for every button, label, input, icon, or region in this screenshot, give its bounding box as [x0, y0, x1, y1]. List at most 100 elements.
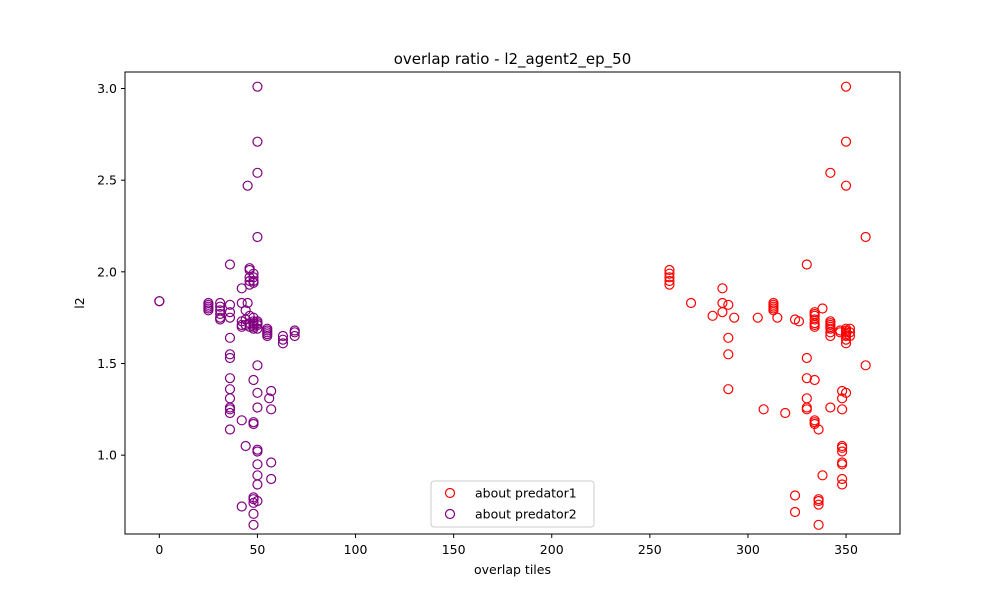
data-point: [224, 349, 236, 360]
data-point: [817, 470, 828, 481]
data-point: [266, 385, 277, 397]
data-point: [707, 310, 718, 321]
data-point: [224, 352, 236, 364]
data-point: [266, 457, 277, 468]
data-point: [723, 349, 734, 360]
data-point: [664, 272, 675, 283]
y-tick-label: 3.0: [97, 81, 117, 96]
data-point: [717, 307, 728, 318]
data-point: [840, 136, 852, 147]
x-axis: 0 50 100 150 200 250 300 350: [155, 534, 858, 557]
data-point: [252, 360, 263, 371]
x-tick-label: 250: [638, 542, 662, 557]
data-point: [289, 327, 300, 338]
data-point: [809, 321, 820, 332]
data-point: [248, 374, 259, 386]
plot-points: [154, 81, 871, 530]
series-2: [154, 81, 300, 530]
data-point: [252, 167, 263, 178]
data-point: [242, 180, 253, 191]
data-point: [203, 305, 214, 316]
data-point: [215, 301, 226, 312]
data-point: [801, 373, 812, 384]
data-point: [772, 312, 783, 323]
x-axis-title: overlap tiles: [474, 562, 551, 577]
legend-label-predator1: about predator1: [475, 486, 577, 501]
data-point: [252, 402, 263, 413]
series-1: [664, 81, 871, 530]
data-point: [780, 407, 791, 419]
data-point: [224, 259, 236, 270]
data-point: [809, 374, 820, 386]
data-point: [817, 303, 828, 314]
data-point: [215, 308, 226, 320]
y-tick-label: 2.5: [97, 173, 117, 188]
data-point: [224, 332, 236, 343]
data-point: [825, 327, 836, 338]
legend: about predator1 about predator2: [430, 480, 595, 528]
data-point: [840, 180, 852, 191]
data-point: [248, 418, 259, 430]
data-point: [789, 506, 801, 518]
x-tick-label: 100: [344, 542, 368, 557]
data-point: [215, 297, 226, 309]
data-point: [801, 404, 812, 415]
data-point: [758, 404, 769, 415]
data-point: [277, 338, 289, 349]
data-point: [793, 316, 805, 327]
data-point: [236, 415, 247, 426]
data-point: [224, 424, 236, 435]
y-tick-label: 1.5: [97, 356, 117, 371]
data-point: [264, 393, 275, 404]
x-tick-label: 300: [736, 542, 760, 557]
data-point: [729, 312, 740, 323]
data-point: [240, 440, 251, 452]
x-tick-label: 0: [155, 542, 163, 557]
data-point: [252, 479, 263, 490]
data-point: [813, 499, 824, 510]
data-point: [813, 424, 824, 435]
x-tick-label: 50: [249, 542, 265, 557]
data-point: [248, 508, 259, 519]
legend-marker-predator1: [444, 487, 456, 499]
data-point: [835, 327, 846, 338]
data-point: [224, 373, 236, 384]
x-tick-label: 200: [540, 542, 564, 557]
data-point: [664, 268, 675, 279]
data-point: [813, 495, 824, 507]
data-point: [252, 459, 263, 470]
data-point: [752, 312, 763, 323]
data-point: [252, 231, 263, 243]
data-point: [262, 330, 273, 342]
legend-frame: [430, 480, 595, 528]
data-point: [277, 330, 289, 342]
data-point: [252, 136, 263, 147]
data-point: [252, 319, 263, 331]
data-point: [252, 81, 263, 92]
data-point: [837, 442, 848, 453]
data-point: [248, 519, 259, 530]
data-point: [825, 330, 836, 342]
y-axis: 1.0 1.5 2.0 2.5 3.0: [97, 81, 125, 463]
data-point: [860, 231, 871, 243]
y-tick-label: 1.0: [97, 448, 117, 463]
data-point: [266, 404, 277, 415]
data-point: [809, 314, 820, 325]
data-point: [215, 314, 226, 325]
data-point: [252, 323, 263, 334]
data-point: [723, 384, 734, 395]
y-axis-title: l2: [72, 297, 87, 308]
data-point: [224, 307, 236, 318]
plot-frame: [124, 71, 901, 535]
data-point: [224, 312, 236, 323]
y-tick-label: 2.0: [97, 264, 117, 279]
data-point: [825, 167, 836, 178]
data-point: [224, 299, 236, 310]
data-point: [248, 277, 259, 288]
data-point: [224, 404, 236, 415]
data-point: [825, 323, 836, 334]
data-point: [277, 334, 289, 345]
data-point: [252, 495, 263, 507]
x-tick-label: 350: [834, 542, 858, 557]
